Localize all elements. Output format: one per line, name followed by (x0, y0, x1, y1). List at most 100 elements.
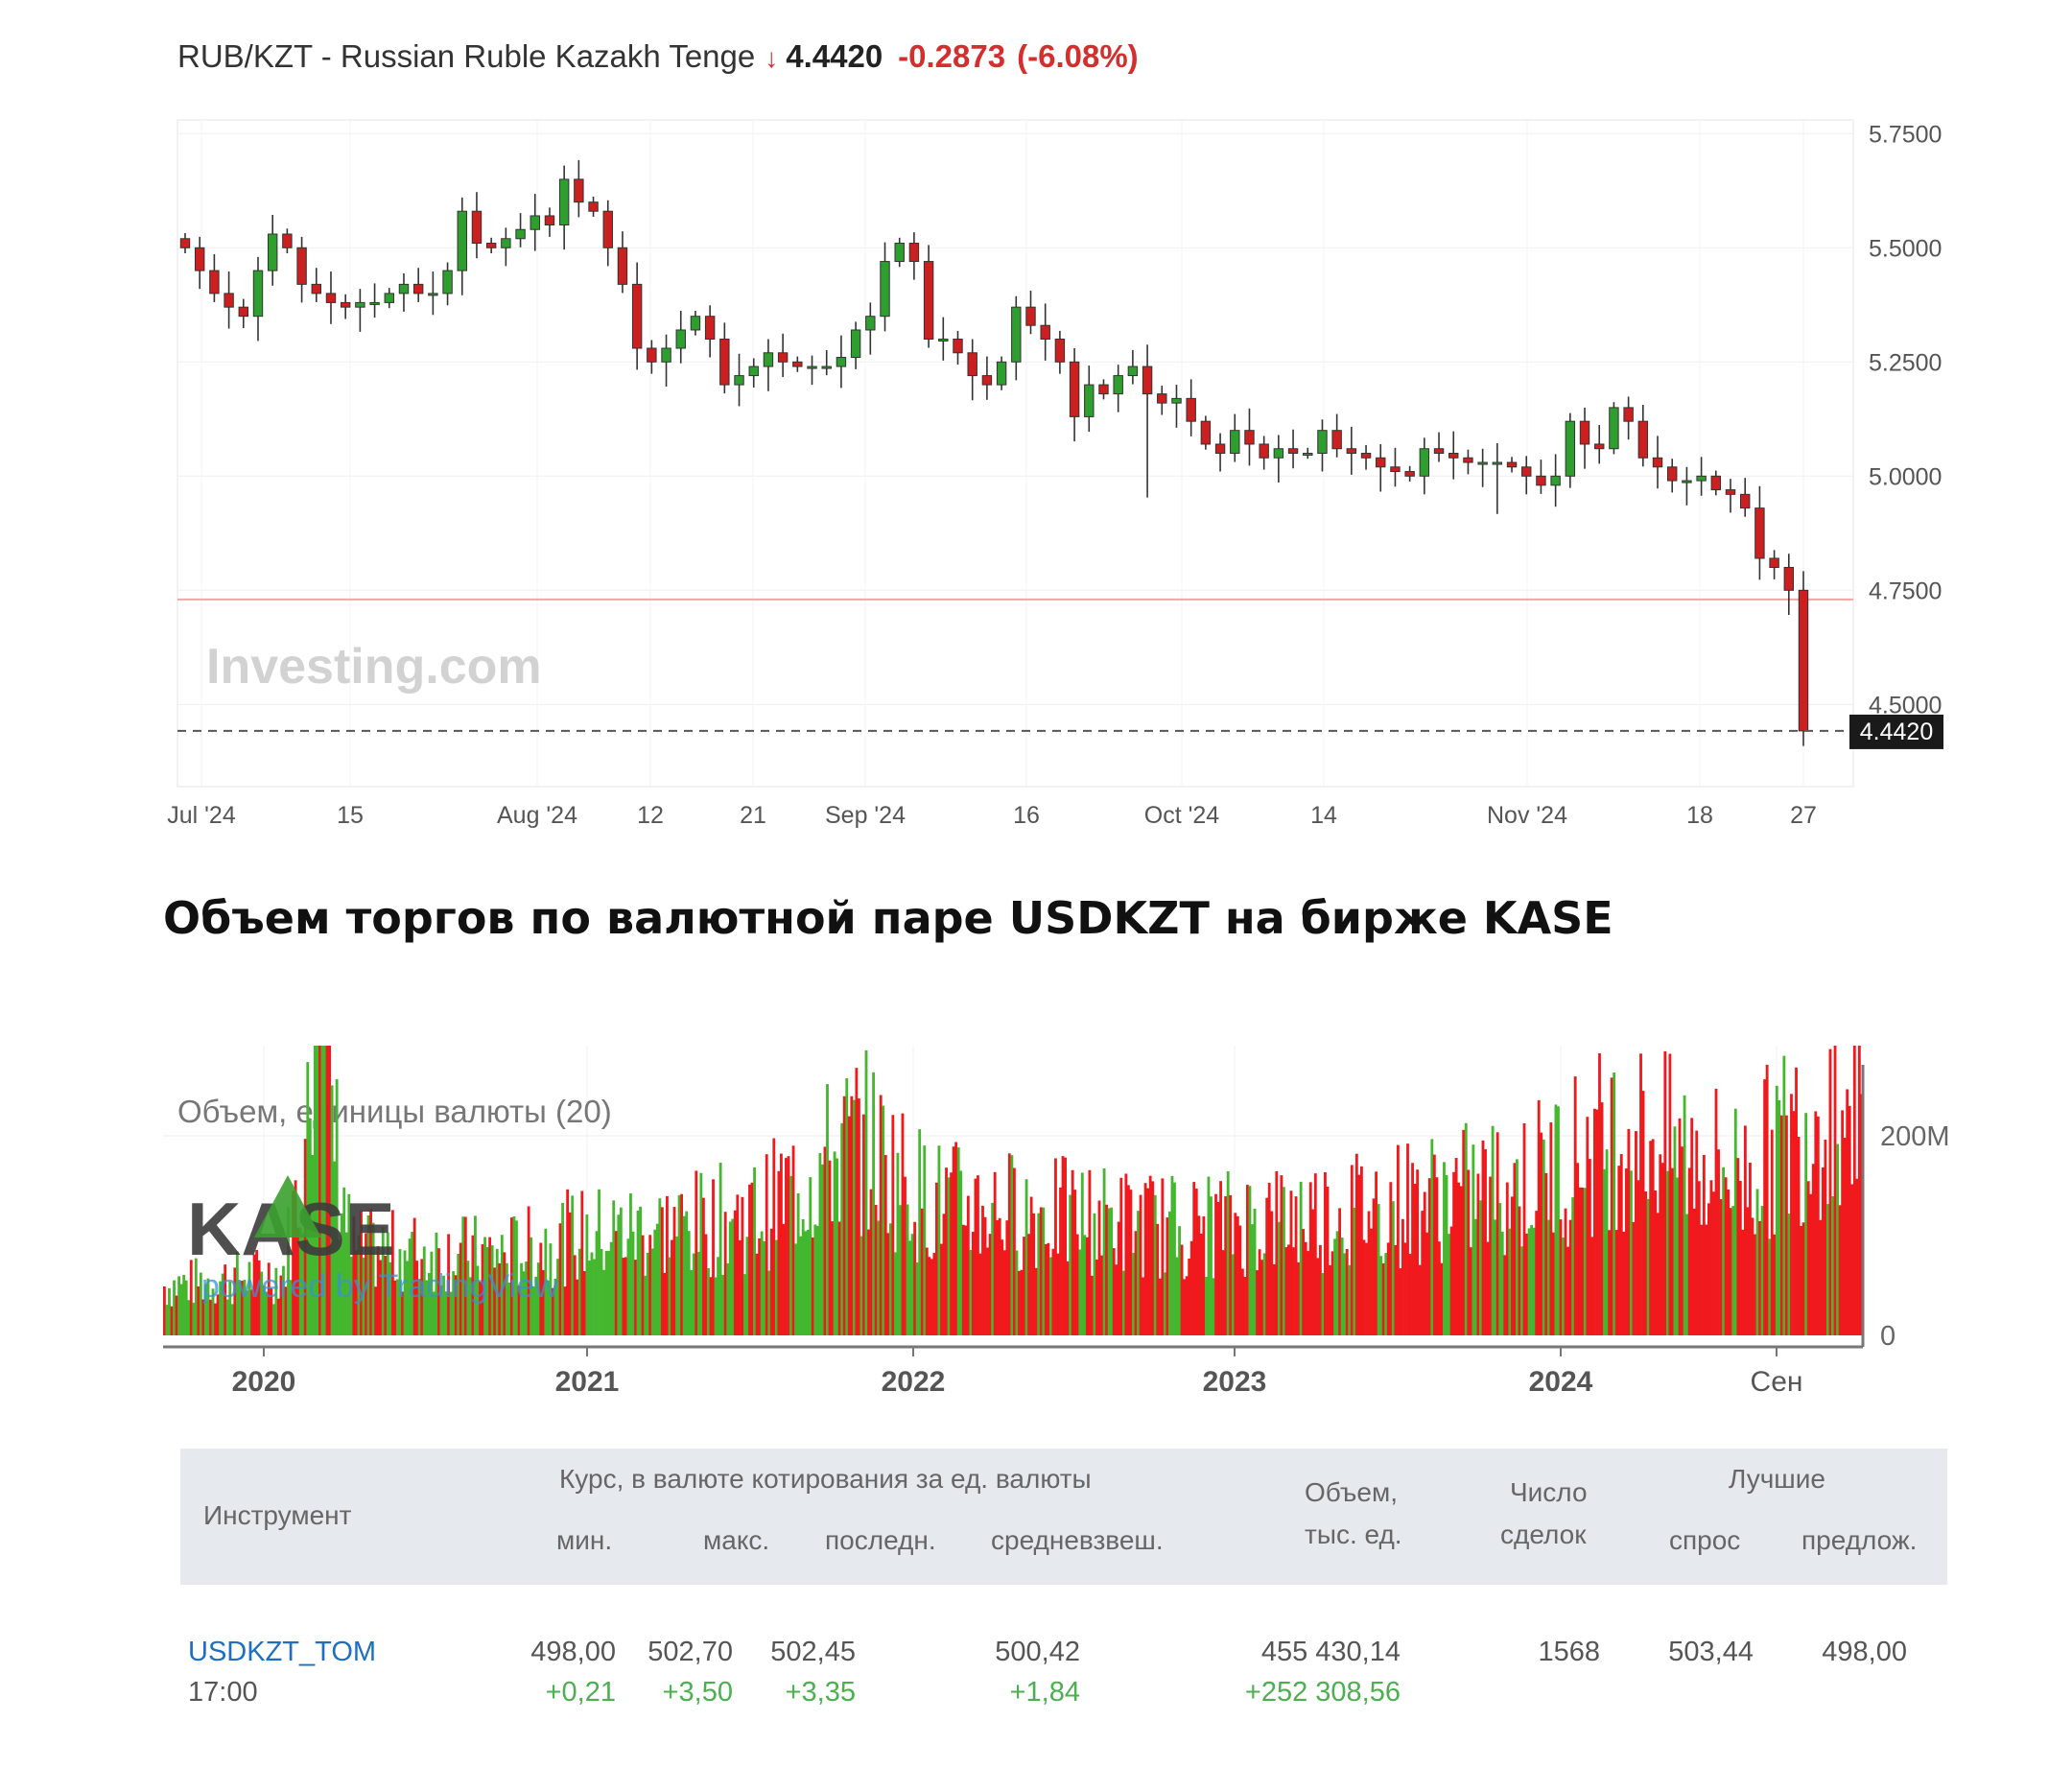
volume-bar (1833, 1046, 1837, 1335)
y-tick-label: 4.7500 (1869, 578, 1942, 604)
volume-bar (189, 1260, 193, 1335)
volume-bar (1498, 1202, 1502, 1335)
x-tick-label: 18 (1686, 802, 1713, 829)
cell-wavg-change: +1,84 (1009, 1677, 1080, 1708)
volume-bar (1197, 1215, 1201, 1335)
volume-bar (1299, 1181, 1303, 1335)
volume-bar (721, 1274, 725, 1335)
candle-body (1303, 453, 1313, 456)
volume-bar (1518, 1206, 1521, 1335)
volume-bar (774, 1239, 778, 1335)
candle-body (1186, 397, 1196, 422)
volume-bar (1605, 1149, 1609, 1335)
volume-bar (1610, 1077, 1613, 1335)
volume-bar (1819, 1219, 1823, 1335)
instrument-link[interactable]: USDKZT_TOM (188, 1637, 377, 1667)
volume-bar (874, 1205, 878, 1335)
volume-bar (357, 1235, 361, 1335)
price-change-percent: (-6.08%) (1017, 38, 1139, 74)
volume-bar (1107, 1208, 1111, 1335)
volume-bar (928, 1257, 931, 1335)
volume-bar (1758, 1220, 1761, 1335)
volume-bar (459, 1242, 462, 1335)
volume-bar (1513, 1163, 1517, 1335)
volume-bar (235, 1251, 239, 1335)
cell-wavg: 500,42 (995, 1637, 1080, 1667)
volume-bar (1425, 1232, 1429, 1335)
volume-bar (177, 1276, 181, 1335)
candle-body (267, 233, 278, 271)
volume-bar (411, 1232, 414, 1335)
volume-bar (1324, 1171, 1327, 1335)
volume-bar (1204, 1276, 1208, 1335)
volume-bar (1836, 1143, 1839, 1335)
row-time: 17:00 (188, 1677, 258, 1708)
volume-bar (556, 1259, 559, 1335)
volume-bar (571, 1195, 575, 1335)
volume-bar (699, 1172, 703, 1335)
candle-body (1594, 443, 1605, 450)
volume-bar (1119, 1177, 1123, 1335)
volume-bar (1216, 1201, 1220, 1335)
volume-bar (247, 1261, 251, 1335)
volume-bar (767, 1270, 771, 1335)
volume-bar (546, 1280, 550, 1335)
volume-bar (1091, 1275, 1094, 1335)
volume-bar (1379, 1256, 1383, 1335)
volume-bar (192, 1302, 196, 1335)
volume-bar (977, 1175, 979, 1335)
volume-bar (1194, 1189, 1198, 1335)
volume-bar (646, 1252, 649, 1335)
candle-body (617, 247, 628, 285)
candle-body (1579, 420, 1590, 445)
volume-bar (260, 1271, 264, 1335)
volume-bar (1843, 1138, 1847, 1335)
volume-bar (1377, 1204, 1380, 1335)
y-tick-label: 5.7500 (1869, 121, 1942, 148)
volume-bar (782, 1223, 786, 1335)
volume-bar (1381, 1262, 1385, 1335)
volume-bar (1168, 1211, 1171, 1335)
volume-bar (267, 1262, 271, 1335)
volume-bar (833, 1151, 836, 1335)
volume-bar (1690, 1118, 1694, 1335)
volume-bar (655, 1223, 659, 1335)
volume-bar (930, 1259, 933, 1335)
candle-body (836, 357, 847, 367)
volume-bar (323, 1046, 326, 1335)
candle-body (1536, 475, 1546, 486)
cell-min-change: +0,21 (545, 1677, 616, 1708)
candle-body (631, 283, 643, 349)
volume-bar (493, 1267, 497, 1335)
volume-bar (1773, 1234, 1777, 1335)
candle-body (938, 338, 949, 342)
volume-bar (539, 1242, 543, 1335)
volume-bar (1800, 1225, 1803, 1335)
volume-bar (954, 1142, 958, 1335)
volume-bar (536, 1262, 540, 1335)
volume-bar (384, 1256, 388, 1335)
volume-bar (531, 1285, 535, 1335)
volume-bar (342, 1187, 346, 1335)
volume-bar (1654, 1190, 1658, 1335)
volume-bar (1308, 1182, 1312, 1335)
volume-bar (216, 1294, 220, 1335)
volume-bar (799, 1236, 803, 1335)
volume-bar (425, 1280, 429, 1335)
volume-bar (1399, 1268, 1402, 1335)
volume-bar (576, 1279, 579, 1335)
volume-bar (925, 1247, 929, 1335)
volume-bar (1695, 1130, 1699, 1335)
volume-bar (641, 1235, 645, 1335)
volume-bar (1287, 1244, 1290, 1335)
volume-bar (1613, 1072, 1616, 1335)
volume-bar (791, 1145, 795, 1335)
volume-bar (1413, 1184, 1417, 1335)
volume-bar (1660, 1163, 1664, 1335)
volume-bar (986, 1247, 989, 1335)
volume-bar (1365, 1242, 1368, 1335)
volume-bar (806, 1229, 810, 1335)
candle-body (777, 352, 789, 363)
volume-bar (1115, 1264, 1118, 1335)
volume-bar (296, 1227, 300, 1335)
